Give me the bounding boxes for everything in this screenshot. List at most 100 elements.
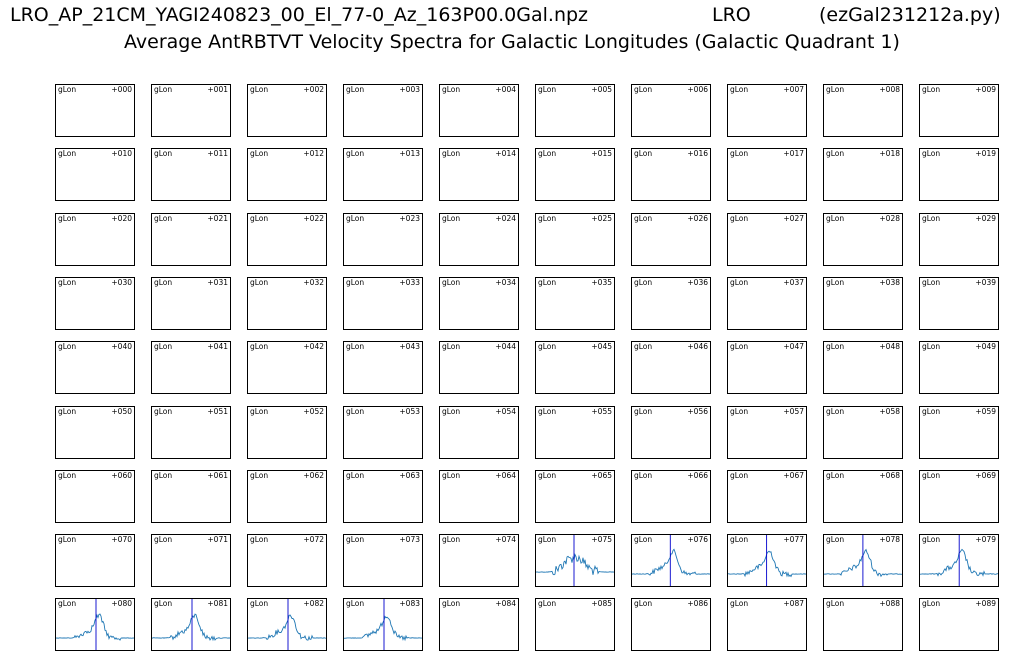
panel-label-longitude: +002: [303, 85, 324, 94]
panel-label-longitude: +038: [879, 277, 900, 287]
panel-label-longitude: +050: [111, 406, 132, 416]
panel-label-glon: gLon: [922, 470, 941, 480]
spectrum-panel: gLon +066: [631, 469, 711, 523]
panel-label-glon: gLon: [538, 406, 557, 416]
panel-label-glon: gLon: [730, 535, 749, 545]
spectrum-panel: gLon +055: [535, 405, 615, 459]
spectrum-plot: [536, 535, 614, 587]
panel-label-longitude: +044: [495, 342, 516, 352]
spectrum-panel: gLon +033: [343, 276, 423, 330]
panel-label-glon: gLon: [346, 85, 365, 94]
spectrum-panel: gLon +064: [439, 469, 519, 523]
spectrum-panel: gLon +014: [439, 148, 519, 202]
panel-label-longitude: +027: [783, 213, 804, 223]
panel-label-longitude: +043: [399, 342, 420, 352]
panel-label-longitude: +081: [207, 599, 228, 609]
panel-label-longitude: +006: [687, 85, 708, 94]
spectrum-panel: gLon +045: [535, 341, 615, 395]
panel-label-glon: gLon: [250, 85, 269, 94]
spectrum-panel: gLon +080: [55, 598, 135, 652]
panel-label-longitude: +004: [495, 85, 516, 94]
panel-label-glon: gLon: [634, 535, 653, 545]
panel-label-longitude: +035: [591, 277, 612, 287]
spectrum-panel: gLon +029: [919, 212, 999, 266]
panel-label-glon: gLon: [634, 213, 653, 223]
panel-label-glon: gLon: [826, 406, 845, 416]
title-filename: LRO_AP_21CM_YAGI240823_00_El_77-0_Az_163…: [10, 4, 589, 26]
panel-label-glon: gLon: [154, 277, 173, 287]
panel-label-longitude: +029: [975, 213, 996, 223]
panel-label-glon: gLon: [58, 213, 77, 223]
panel-label-longitude: +057: [783, 406, 804, 416]
spectrum-panel: gLon +008: [823, 84, 903, 137]
panel-label-glon: gLon: [922, 277, 941, 287]
title-site: LRO: [712, 4, 751, 26]
panel-label-longitude: +060: [111, 470, 132, 480]
spectrum-panel: gLon +040: [55, 341, 135, 395]
spectrum-line: [824, 548, 902, 578]
panel-label-longitude: +008: [879, 85, 900, 94]
spectrum-panel: gLon +083: [343, 598, 423, 652]
spectrum-panel: gLon +089: [919, 598, 999, 652]
panel-label-longitude: +039: [975, 277, 996, 287]
spectrum-panel: gLon +043: [343, 341, 423, 395]
panel-label-glon: gLon: [250, 470, 269, 480]
panel-label-glon: gLon: [442, 470, 461, 480]
panel-label-glon: gLon: [442, 85, 461, 94]
spectrum-panel: gLon +087: [727, 598, 807, 652]
panel-label-glon: gLon: [922, 342, 941, 352]
panel-label-longitude: +019: [975, 149, 996, 159]
panel-label-glon: gLon: [826, 599, 845, 609]
spectrum-panel: gLon +063: [343, 469, 423, 523]
panel-label-longitude: +001: [207, 85, 228, 94]
panel-label-glon: gLon: [58, 535, 77, 545]
spectrum-panel: gLon +085: [535, 598, 615, 652]
panel-label-glon: gLon: [730, 599, 749, 609]
spectrum-panel: gLon +071: [151, 534, 231, 588]
spectrum-panel: gLon +082: [247, 598, 327, 652]
spectrum-panel: gLon +028: [823, 212, 903, 266]
spectrum-plot: [728, 535, 806, 587]
panel-label-longitude: +040: [111, 342, 132, 352]
panel-label-longitude: +047: [783, 342, 804, 352]
spectrum-panel: gLon +042: [247, 341, 327, 395]
panel-label-glon: gLon: [346, 406, 365, 416]
panel-label-longitude: +053: [399, 406, 420, 416]
panel-label-longitude: +077: [783, 535, 804, 545]
panel-label-glon: gLon: [250, 599, 269, 609]
panel-label-glon: gLon: [250, 342, 269, 352]
spectrum-panel: gLon +057: [727, 405, 807, 459]
spectrum-panel: gLon +052: [247, 405, 327, 459]
spectrum-panel: gLon +013: [343, 148, 423, 202]
panel-label-longitude: +062: [303, 470, 324, 480]
spectrum-panel: gLon +026: [631, 212, 711, 266]
panel-label-glon: gLon: [634, 342, 653, 352]
panel-label-glon: gLon: [538, 342, 557, 352]
spectrum-panel: gLon +031: [151, 276, 231, 330]
panel-label-longitude: +023: [399, 213, 420, 223]
spectrum-panel: gLon +078: [823, 534, 903, 588]
spectrum-panel: gLon +079: [919, 534, 999, 588]
panel-label-glon: gLon: [922, 85, 941, 94]
spectrum-panel: gLon +019: [919, 148, 999, 202]
panel-label-longitude: +058: [879, 406, 900, 416]
panel-label-longitude: +064: [495, 470, 516, 480]
spectrum-panel: gLon +009: [919, 84, 999, 137]
panel-label-glon: gLon: [538, 149, 557, 159]
panel-label-glon: gLon: [154, 535, 173, 545]
panel-label-glon: gLon: [730, 277, 749, 287]
panel-label-longitude: +010: [111, 149, 132, 159]
spectrum-plot: [152, 599, 230, 651]
spectrum-line: [248, 614, 326, 641]
panel-label-glon: gLon: [154, 213, 173, 223]
panel-label-longitude: +059: [975, 406, 996, 416]
spectrum-panel: gLon +077: [727, 534, 807, 588]
panel-label-glon: gLon: [154, 470, 173, 480]
spectrum-plot: [824, 535, 902, 587]
panel-label-glon: gLon: [826, 277, 845, 287]
spectrum-line: [536, 553, 614, 576]
panel-label-longitude: +017: [783, 149, 804, 159]
spectrum-panel: gLon +005: [535, 84, 615, 137]
spectrum-line: [728, 550, 806, 578]
